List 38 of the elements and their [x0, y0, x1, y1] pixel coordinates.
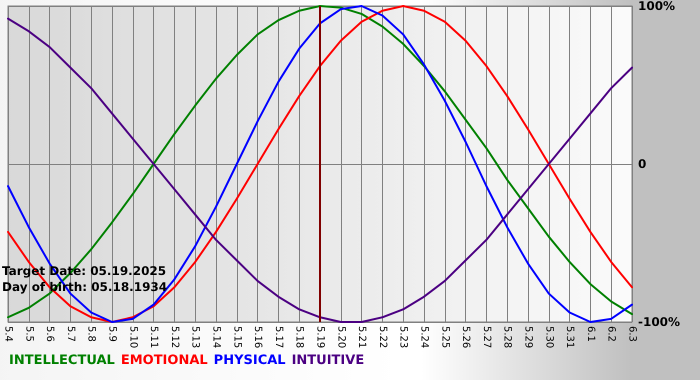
- x-tick-label: 5.17: [272, 326, 284, 348]
- x-tick-label: 5.12: [168, 326, 180, 348]
- x-tick-label: 5.21: [356, 326, 368, 348]
- x-tick-label: 5.11: [148, 326, 160, 348]
- x-tick-label: 5.8: [86, 326, 97, 342]
- x-tick-label: 5.5: [23, 326, 34, 342]
- y-tick-label: 0: [638, 157, 646, 171]
- x-tick-label: 5.30: [543, 326, 554, 348]
- x-tick-label: 5.16: [252, 326, 264, 348]
- x-tick-label: 5.7: [64, 326, 76, 342]
- x-tick-label: 5.26: [460, 326, 472, 348]
- x-tick-label: 5.15: [231, 326, 242, 348]
- x-tick-label: 5.28: [502, 326, 513, 348]
- x-tick-label: 5.6: [44, 326, 56, 342]
- x-tick-label: 5.31: [564, 326, 576, 348]
- x-tick-label: 5.27: [480, 326, 492, 348]
- x-tick-label: 5.23: [398, 326, 409, 348]
- text: INTELLECTUAL: [9, 353, 115, 368]
- x-tick-label: 5.4: [2, 326, 14, 342]
- x-tick-label: 5.19: [314, 326, 326, 348]
- y-tick-label: -100%: [638, 315, 680, 329]
- text: INTUITIVE: [292, 353, 364, 368]
- x-tick-label: 5.22: [376, 326, 388, 348]
- x-tick-label: 5.13: [190, 326, 201, 348]
- x-tick-label: 5.25: [439, 326, 450, 348]
- y-tick-label: 100%: [638, 0, 676, 13]
- x-tick-label: 6.3: [626, 326, 638, 342]
- x-tick-label: 5.14: [210, 326, 222, 348]
- x-tick-label: 6.2: [606, 326, 617, 342]
- text: EMOTIONAL: [120, 353, 208, 368]
- x-tick-label: 5.18: [294, 326, 305, 348]
- x-tick-label: 5.9: [106, 326, 118, 342]
- x-tick-label: 5.10: [127, 326, 138, 348]
- x-tick-label: 6.1: [584, 326, 596, 342]
- x-tick-label: 5.29: [522, 326, 534, 348]
- text: PHYSICAL: [214, 353, 286, 368]
- x-tick-label: 5.20: [335, 326, 346, 348]
- x-tick-label: 5.24: [418, 326, 430, 348]
